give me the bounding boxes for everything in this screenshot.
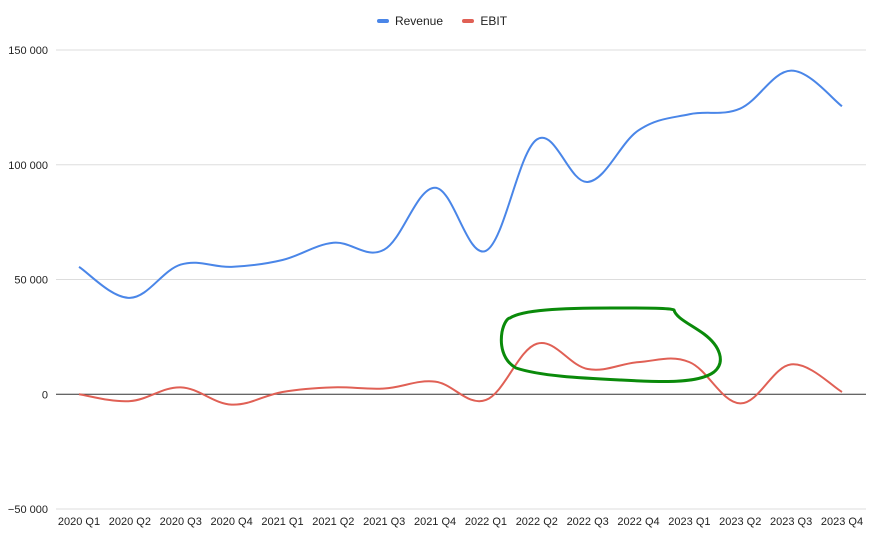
- y-tick-label: 0: [42, 389, 48, 401]
- y-axis-ticks: −50 000 0 50 000 100 000 150 000: [8, 45, 48, 516]
- x-tick-label: 2023 Q3: [770, 516, 812, 528]
- x-tick-label: 2023 Q2: [719, 516, 761, 528]
- x-tick-label: 2023 Q4: [821, 516, 863, 528]
- x-tick-label: 2021 Q1: [261, 516, 303, 528]
- green-circle-annotation: [499, 306, 722, 384]
- x-tick-label: 2020 Q4: [210, 516, 252, 528]
- legend-swatch-ebit: [462, 19, 475, 23]
- series-line-ebit[interactable]: [78, 342, 843, 406]
- x-tick-label: 2023 Q1: [668, 516, 710, 528]
- series-line-revenue[interactable]: [78, 69, 843, 299]
- x-tick-label: 2022 Q4: [617, 516, 659, 528]
- chart-legend: Revenue EBIT: [0, 12, 884, 28]
- x-tick-label: 2020 Q3: [160, 516, 202, 528]
- x-tick-label: 2020 Q1: [58, 516, 100, 528]
- legend-label-ebit: EBIT: [480, 14, 508, 28]
- x-tick-label: 2022 Q2: [516, 516, 558, 528]
- x-tick-label: 2022 Q1: [465, 516, 507, 528]
- x-axis-ticks: 2020 Q1 2020 Q2 2020 Q3 2020 Q4 2021 Q1 2021 …: [58, 516, 863, 528]
- x-tick-label: 2020 Q2: [109, 516, 151, 528]
- x-tick-label: 2021 Q4: [414, 516, 456, 528]
- series-lines: [78, 69, 843, 406]
- y-tick-label: 100 000: [8, 160, 48, 172]
- y-tick-label: 50 000: [14, 275, 48, 287]
- y-tick-label: 150 000: [8, 45, 48, 57]
- x-tick-label: 2021 Q2: [312, 516, 354, 528]
- gridlines: [56, 49, 866, 510]
- legend-item-ebit[interactable]: EBIT: [462, 14, 507, 28]
- x-tick-label: 2022 Q3: [567, 516, 609, 528]
- legend-swatch-revenue: [376, 19, 389, 23]
- legend-label-revenue: Revenue: [394, 14, 444, 28]
- legend-item-revenue[interactable]: Revenue: [376, 14, 444, 28]
- y-tick-label: −50 000: [8, 504, 48, 516]
- x-tick-label: 2021 Q3: [363, 516, 405, 528]
